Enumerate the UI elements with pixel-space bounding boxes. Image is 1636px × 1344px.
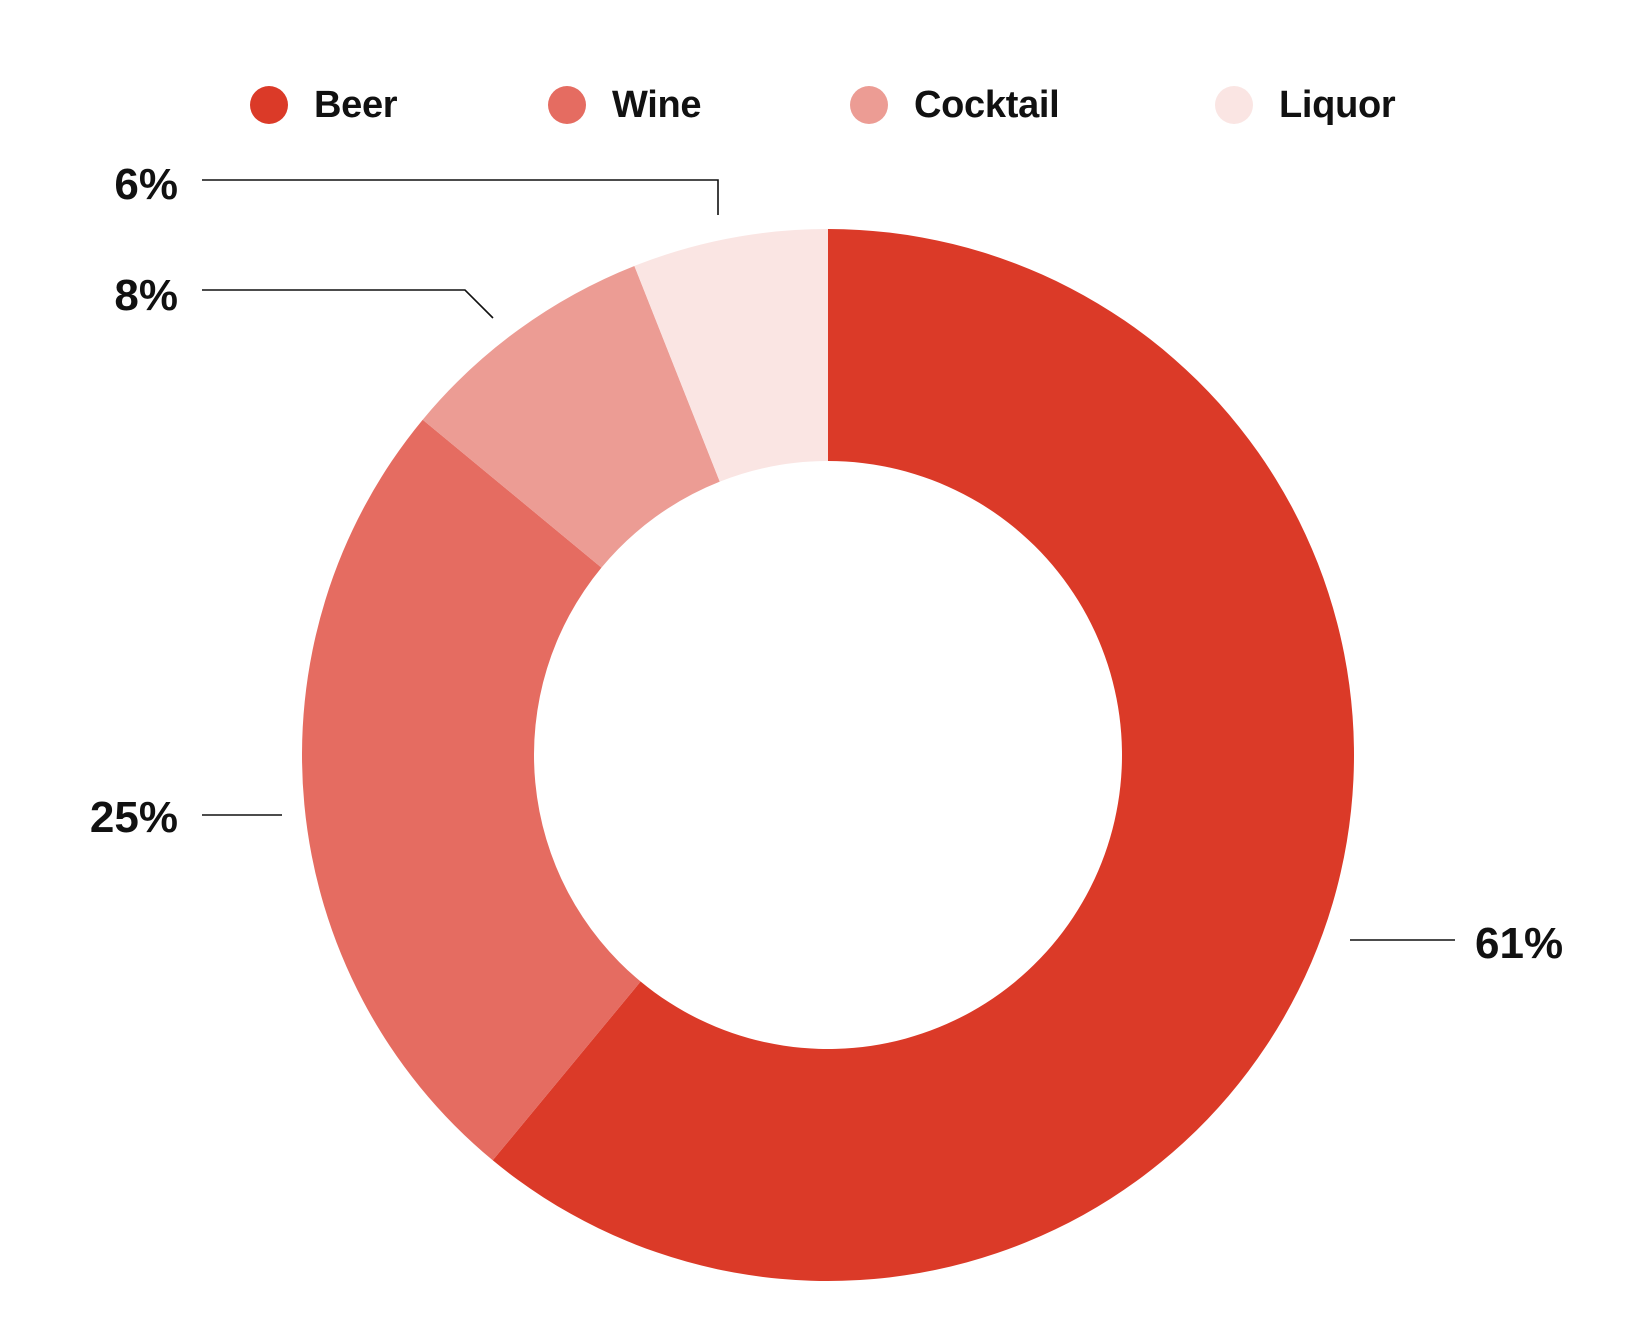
- leader-line-cocktail: [202, 289, 494, 319]
- legend-label-liquor: Liquor: [1279, 83, 1396, 126]
- slice-cocktail[interactable]: [422, 265, 720, 568]
- legend-label-wine: Wine: [612, 83, 702, 126]
- legend-swatch-wine: [548, 86, 586, 124]
- legend-item-wine[interactable]: Wine: [548, 78, 702, 132]
- legend-label-beer: Beer: [314, 83, 398, 126]
- legend-item-liquor[interactable]: Liquor: [1215, 78, 1396, 132]
- legend-swatch-liquor: [1215, 86, 1253, 124]
- leader-line-liquor: [202, 179, 719, 215]
- slice-beer[interactable]: [492, 229, 1354, 1281]
- slice-wine[interactable]: [302, 419, 641, 1161]
- value-label-liquor: 6%: [114, 160, 178, 209]
- chart-legend: Beer Wine Cocktail Liquor: [0, 78, 1636, 132]
- label-leader-lines: [202, 179, 1455, 941]
- value-label-beer: 61%: [1475, 919, 1563, 968]
- donut-slices: [302, 229, 1354, 1281]
- legend-swatch-beer: [250, 86, 288, 124]
- value-label-wine: 25%: [90, 793, 178, 842]
- slice-liquor[interactable]: [634, 229, 828, 482]
- legend-item-beer[interactable]: Beer: [250, 78, 398, 132]
- legend-swatch-cocktail: [850, 86, 888, 124]
- value-label-cocktail: 8%: [114, 271, 178, 320]
- legend-label-cocktail: Cocktail: [914, 83, 1060, 126]
- legend-item-cocktail[interactable]: Cocktail: [850, 78, 1060, 132]
- value-labels: 61% 25% 8% 6%: [90, 160, 1563, 968]
